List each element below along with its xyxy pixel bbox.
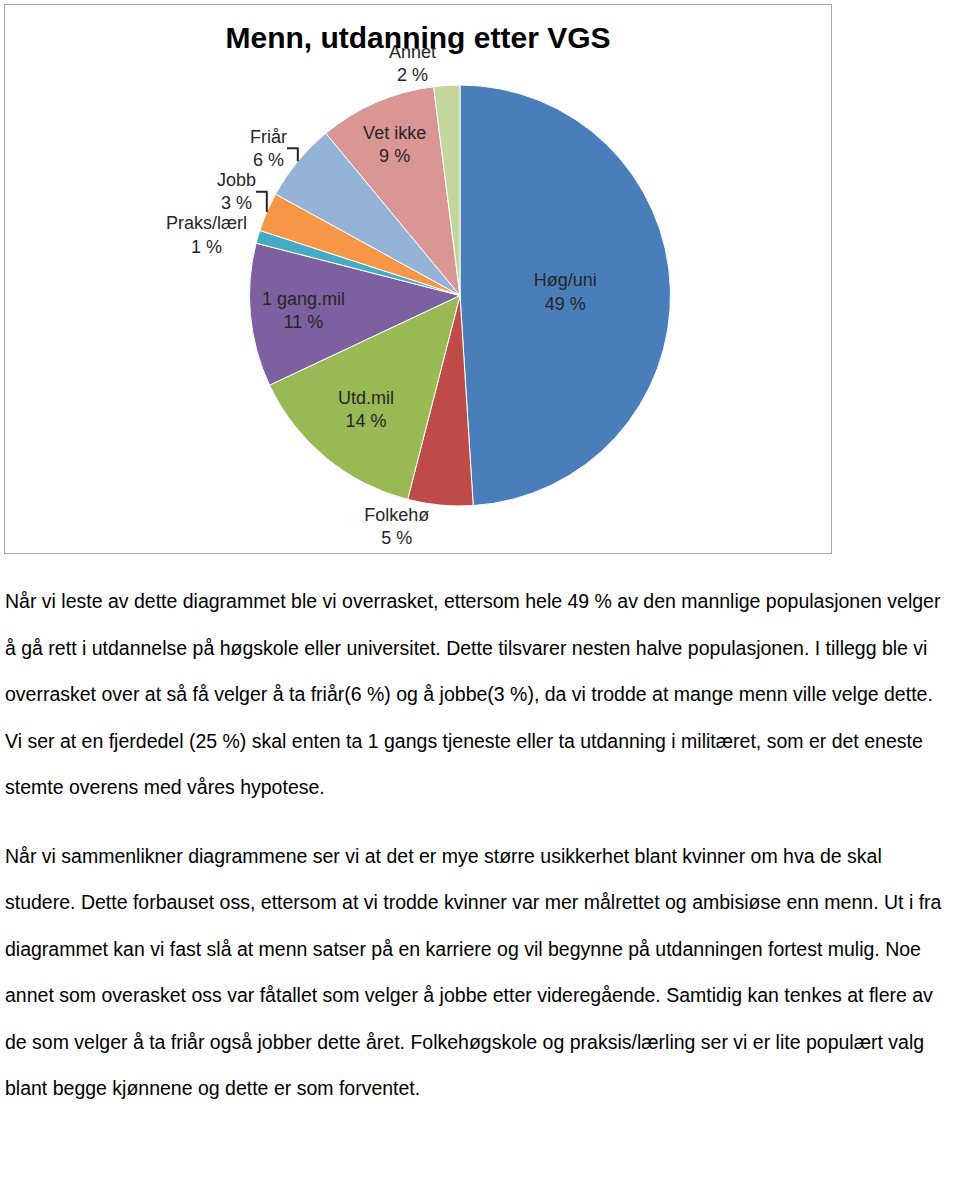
svg-text:Folkehø5 %: Folkehø5 % [364,505,429,548]
svg-text:Utd.mil14 %: Utd.mil14 % [338,388,394,431]
svg-text:Høg/uni49 %: Høg/uni49 % [534,270,597,313]
svg-text:Annet2 %: Annet2 % [389,42,436,85]
html-text:Når vi leste av dette diagramm: Når vi leste av dette diagrammet ble vi … [5,590,941,798]
svg-text:Menn, utdanning etter VGS: Menn, utdanning etter VGS [225,21,610,54]
svg-text:Friår6 %: Friår6 % [250,127,287,170]
svg-text:1 gang.mil11 %: 1 gang.mil11 % [262,289,345,332]
svg-text:Praks/lærl1 %: Praks/lærl1 % [166,213,247,256]
svg-text:Jobb3 %: Jobb3 % [217,170,256,213]
html-text:Når vi sammenlikner diagrammen: Når vi sammenlikner diagrammene ser vi a… [5,844,942,1099]
svg-text:Vet ikke9 %: Vet ikke9 % [363,123,426,166]
